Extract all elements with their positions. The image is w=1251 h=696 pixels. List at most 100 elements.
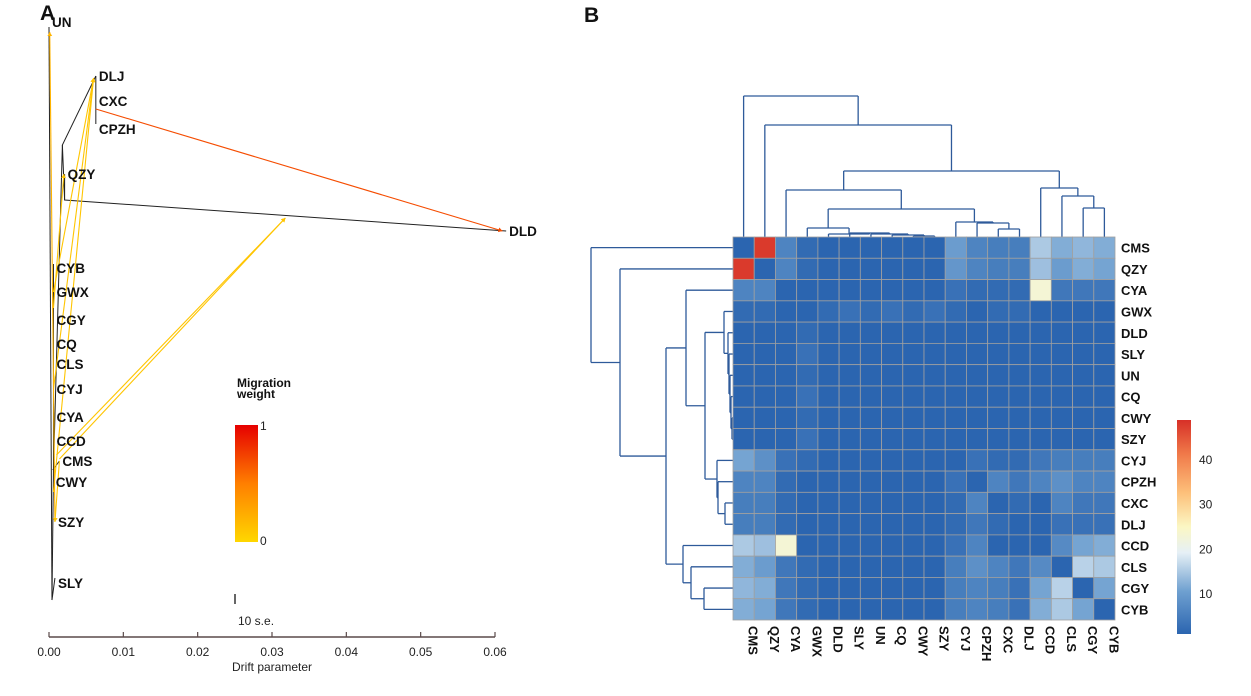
heatmap-cell <box>987 513 1010 536</box>
heatmap-cell <box>753 470 776 493</box>
heatmap-cell <box>966 449 989 472</box>
heatmap-cell <box>796 555 819 578</box>
heatmap-cell <box>775 406 798 429</box>
heatmap-cell <box>1008 428 1031 451</box>
heatmap-cell <box>1029 321 1052 344</box>
heatmap-cell <box>775 449 798 472</box>
heatmap-cell <box>923 321 946 344</box>
x-axis: 0.00 0.01 0.02 0.03 0.04 0.05 0.06 <box>37 632 507 659</box>
heatmap-cell <box>753 598 776 621</box>
heatmap-col-label: GWX <box>809 626 824 657</box>
heatmap-cell <box>1029 385 1052 408</box>
colorbar-tick-label: 20 <box>1199 542 1213 556</box>
heatmap-cell <box>753 236 776 259</box>
heatmap-cell <box>966 534 989 557</box>
heatmap-cell <box>1072 279 1095 302</box>
heatmap-cell <box>796 598 819 621</box>
heatmap-cell <box>838 513 861 536</box>
panel-letter-b: B <box>584 4 599 27</box>
heatmap-cell <box>732 236 755 259</box>
heatmap-cell <box>1072 513 1095 536</box>
heatmap-cell <box>1050 428 1073 451</box>
heatmap-cell <box>732 428 755 451</box>
heatmap-cell <box>859 236 882 259</box>
tip-labels: UN DLJ CXC CPZH QZY DLD CYB GWX CGY CQ CLS CYJ CYA CC… <box>52 15 537 591</box>
heatmap-cell <box>1029 470 1052 493</box>
heatmap-cell <box>796 577 819 600</box>
heatmap-cell <box>902 534 925 557</box>
heatmap-cell <box>881 577 904 600</box>
migration-colorbar <box>235 425 258 542</box>
heatmap-cell <box>1072 598 1095 621</box>
heatmap-cell <box>838 257 861 280</box>
heatmap-cell <box>817 364 840 387</box>
heatmap-cell <box>966 342 989 366</box>
heatmap-cell <box>838 555 861 578</box>
heatmap-cell <box>944 364 967 387</box>
heatmap-cell <box>753 300 776 323</box>
heatmap-cell <box>1050 449 1073 472</box>
heatmap-cell <box>902 321 925 344</box>
heatmap-cell <box>881 385 904 408</box>
heatmap-cell <box>1008 513 1031 536</box>
heatmap-cell <box>944 491 967 515</box>
x-tick-label: 0.05 <box>409 645 433 659</box>
migration-edge <box>52 77 95 390</box>
heatmap-cell <box>838 449 861 472</box>
heatmap-col-label: CXC <box>1000 626 1015 654</box>
heatmap-cells <box>732 236 1116 621</box>
heatmap-cell <box>881 321 904 344</box>
heatmap-cell <box>838 364 861 387</box>
heatmap-row-label: CYB <box>1121 602 1148 617</box>
heatmap-cell <box>775 342 798 366</box>
heatmap-cell <box>923 385 946 408</box>
heatmap-cell <box>1050 257 1073 280</box>
heatmap-cell <box>838 321 861 344</box>
heatmap-cell <box>753 491 776 515</box>
heatmap-cell <box>1029 364 1052 387</box>
heatmap-cell <box>732 534 755 557</box>
heatmap-cell <box>1050 470 1073 493</box>
heatmap-cell <box>944 428 967 451</box>
heatmap-cell <box>902 406 925 429</box>
panel-letter-a: A <box>40 2 55 25</box>
heatmap-cell <box>817 279 840 302</box>
heatmap-cell <box>881 598 904 621</box>
heatmap-cell <box>732 300 755 323</box>
tip-label-dlj: DLJ <box>99 69 125 84</box>
heatmap-cell <box>966 513 989 536</box>
heatmap-cell <box>775 321 798 344</box>
heatmap-cell <box>1072 555 1095 578</box>
heatmap-cell <box>859 385 882 408</box>
heatmap-cell <box>881 257 904 280</box>
heatmap-cell <box>966 300 989 323</box>
heatmap-cell <box>838 385 861 408</box>
heatmap-cell <box>1072 364 1095 387</box>
heatmap-cell <box>1072 534 1095 557</box>
tip-label-cxc: CXC <box>99 94 128 109</box>
heatmap-cell <box>775 555 798 578</box>
heatmap-cell <box>902 513 925 536</box>
treemix-tree-panel: UN DLJ CXC CPZH QZY DLD CYB GWX CGY CQ CLS CYJ CYA CC… <box>37 15 537 674</box>
heatmap-row-label: DLD <box>1121 326 1148 341</box>
heatmap-col-label: CCD <box>1043 626 1058 654</box>
heatmap-cell <box>1050 342 1073 366</box>
migration-edge <box>54 460 60 523</box>
heatmap-cell <box>1072 406 1095 429</box>
heatmap-cell <box>1072 428 1095 451</box>
heatmap-cell <box>732 470 755 493</box>
heatmap-cell <box>775 364 798 387</box>
heatmap-cell <box>1093 300 1116 323</box>
tip-label-cq: CQ <box>56 337 76 352</box>
heatmap-cell <box>753 577 776 600</box>
heatmap-col-label: CMS <box>746 626 761 655</box>
heatmap-cell <box>1050 300 1073 323</box>
heatmap-cell <box>923 364 946 387</box>
heatmap-cell <box>902 598 925 621</box>
heatmap-cell <box>817 534 840 557</box>
heatmap-cell <box>838 342 861 366</box>
heatmap-cell <box>1008 300 1031 323</box>
heatmap-row-label: CCD <box>1121 539 1149 554</box>
heatmap-cell <box>817 555 840 578</box>
heatmap-cell <box>923 257 946 280</box>
